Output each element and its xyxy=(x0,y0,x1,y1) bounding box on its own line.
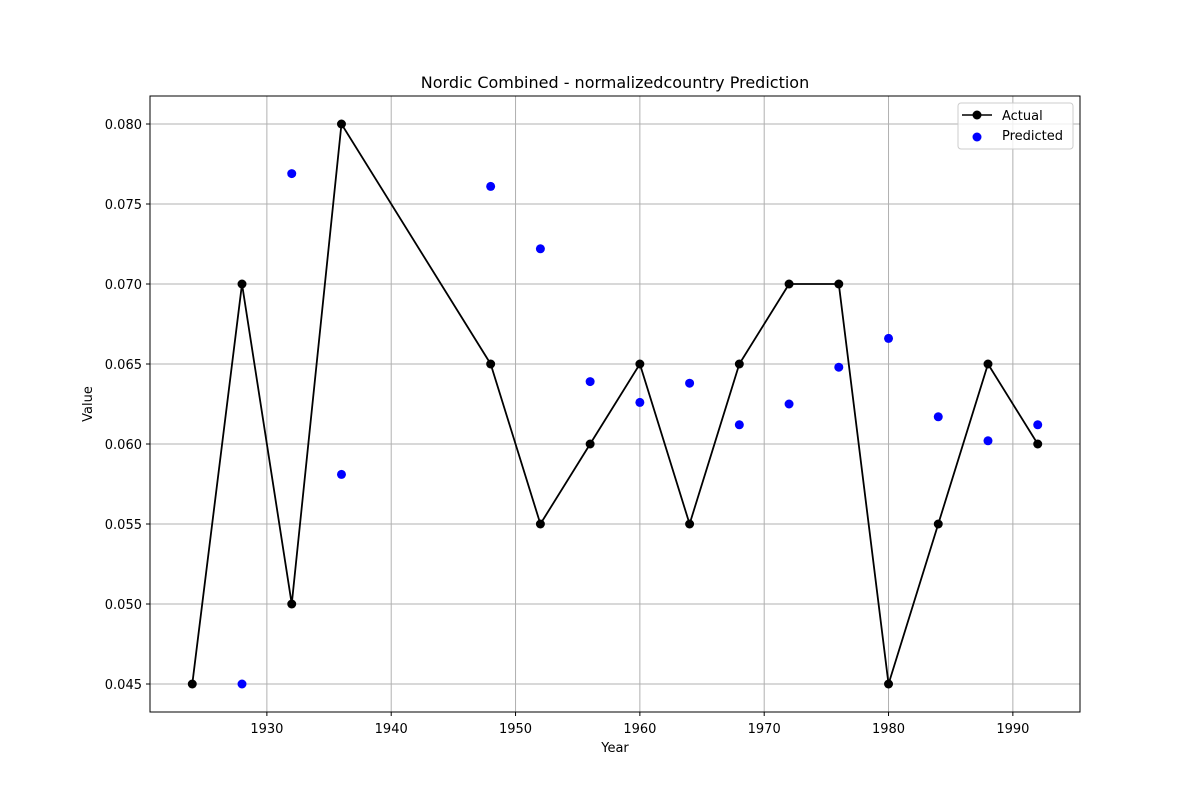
x-tick-label: 1960 xyxy=(623,722,656,737)
legend: Actual Predicted xyxy=(957,102,1074,150)
x-tick-label: 1930 xyxy=(250,722,283,737)
legend-predicted-label: Predicted xyxy=(1002,129,1063,144)
legend-predicted-marker xyxy=(972,132,982,142)
y-axis-label: Value xyxy=(81,386,96,422)
grid xyxy=(150,96,1080,712)
actual-series-line xyxy=(191,123,1039,685)
x-tick-label: 1990 xyxy=(996,722,1029,737)
y-tick-label: 0.070 xyxy=(105,278,142,293)
actual-data-point xyxy=(884,679,894,689)
actual-data-point xyxy=(585,439,595,449)
predicted-data-point xyxy=(585,377,595,387)
y-tick-label: 0.055 xyxy=(105,518,142,533)
actual-data-point xyxy=(734,359,744,369)
axes-frame xyxy=(149,95,1081,713)
legend-actual-marker xyxy=(972,110,982,120)
plot-area xyxy=(187,119,1043,689)
predicted-data-point xyxy=(685,378,695,388)
y-tick-label: 0.065 xyxy=(105,358,142,373)
actual-data-point xyxy=(784,279,794,289)
actual-data-point xyxy=(237,279,247,289)
actual-data-point xyxy=(486,359,496,369)
legend-actual-label: Actual xyxy=(1002,109,1043,124)
predicted-data-point xyxy=(884,333,894,343)
actual-data-point xyxy=(1033,439,1043,449)
predicted-data-point xyxy=(734,420,744,430)
actual-data-point xyxy=(287,599,297,609)
actual-data-point xyxy=(336,119,346,129)
predicted-data-point xyxy=(287,169,297,179)
x-tick-label: 1950 xyxy=(499,722,532,737)
x-tick-label: 1970 xyxy=(748,722,781,737)
x-tick-label: 1980 xyxy=(872,722,905,737)
predicted-data-point xyxy=(1033,420,1043,430)
y-tick-label: 0.045 xyxy=(105,678,142,693)
predicted-data-point xyxy=(933,412,943,422)
y-axis-ticks: 0.045 0.050 0.055 0.060 0.065 0.070 0.075 0.080 xyxy=(105,118,150,693)
chart-title: Nordic Combined - normalizedcountry Pred… xyxy=(421,73,809,92)
actual-data-point xyxy=(933,519,943,529)
x-axis-label: Year xyxy=(600,741,629,756)
actual-data-point xyxy=(187,679,197,689)
actual-data-point xyxy=(983,359,993,369)
predicted-data-point xyxy=(336,469,346,479)
predicted-data-point xyxy=(535,244,545,254)
y-tick-label: 0.080 xyxy=(105,118,142,133)
predicted-data-point xyxy=(486,181,496,191)
actual-data-point xyxy=(834,279,844,289)
y-tick-label: 0.060 xyxy=(105,438,142,453)
predicted-data-point xyxy=(635,397,645,407)
predicted-data-point xyxy=(237,679,247,689)
x-axis-ticks: 1930 1940 1950 1960 1970 1980 1990 xyxy=(250,712,1029,737)
predicted-data-point xyxy=(983,436,993,446)
actual-data-point xyxy=(685,519,695,529)
y-tick-label: 0.050 xyxy=(105,598,142,613)
actual-data-point xyxy=(535,519,545,529)
y-tick-label: 0.075 xyxy=(105,198,142,213)
predicted-data-point xyxy=(784,399,794,409)
actual-data-point xyxy=(635,359,645,369)
x-tick-label: 1940 xyxy=(375,722,408,737)
predicted-data-point xyxy=(834,362,844,372)
